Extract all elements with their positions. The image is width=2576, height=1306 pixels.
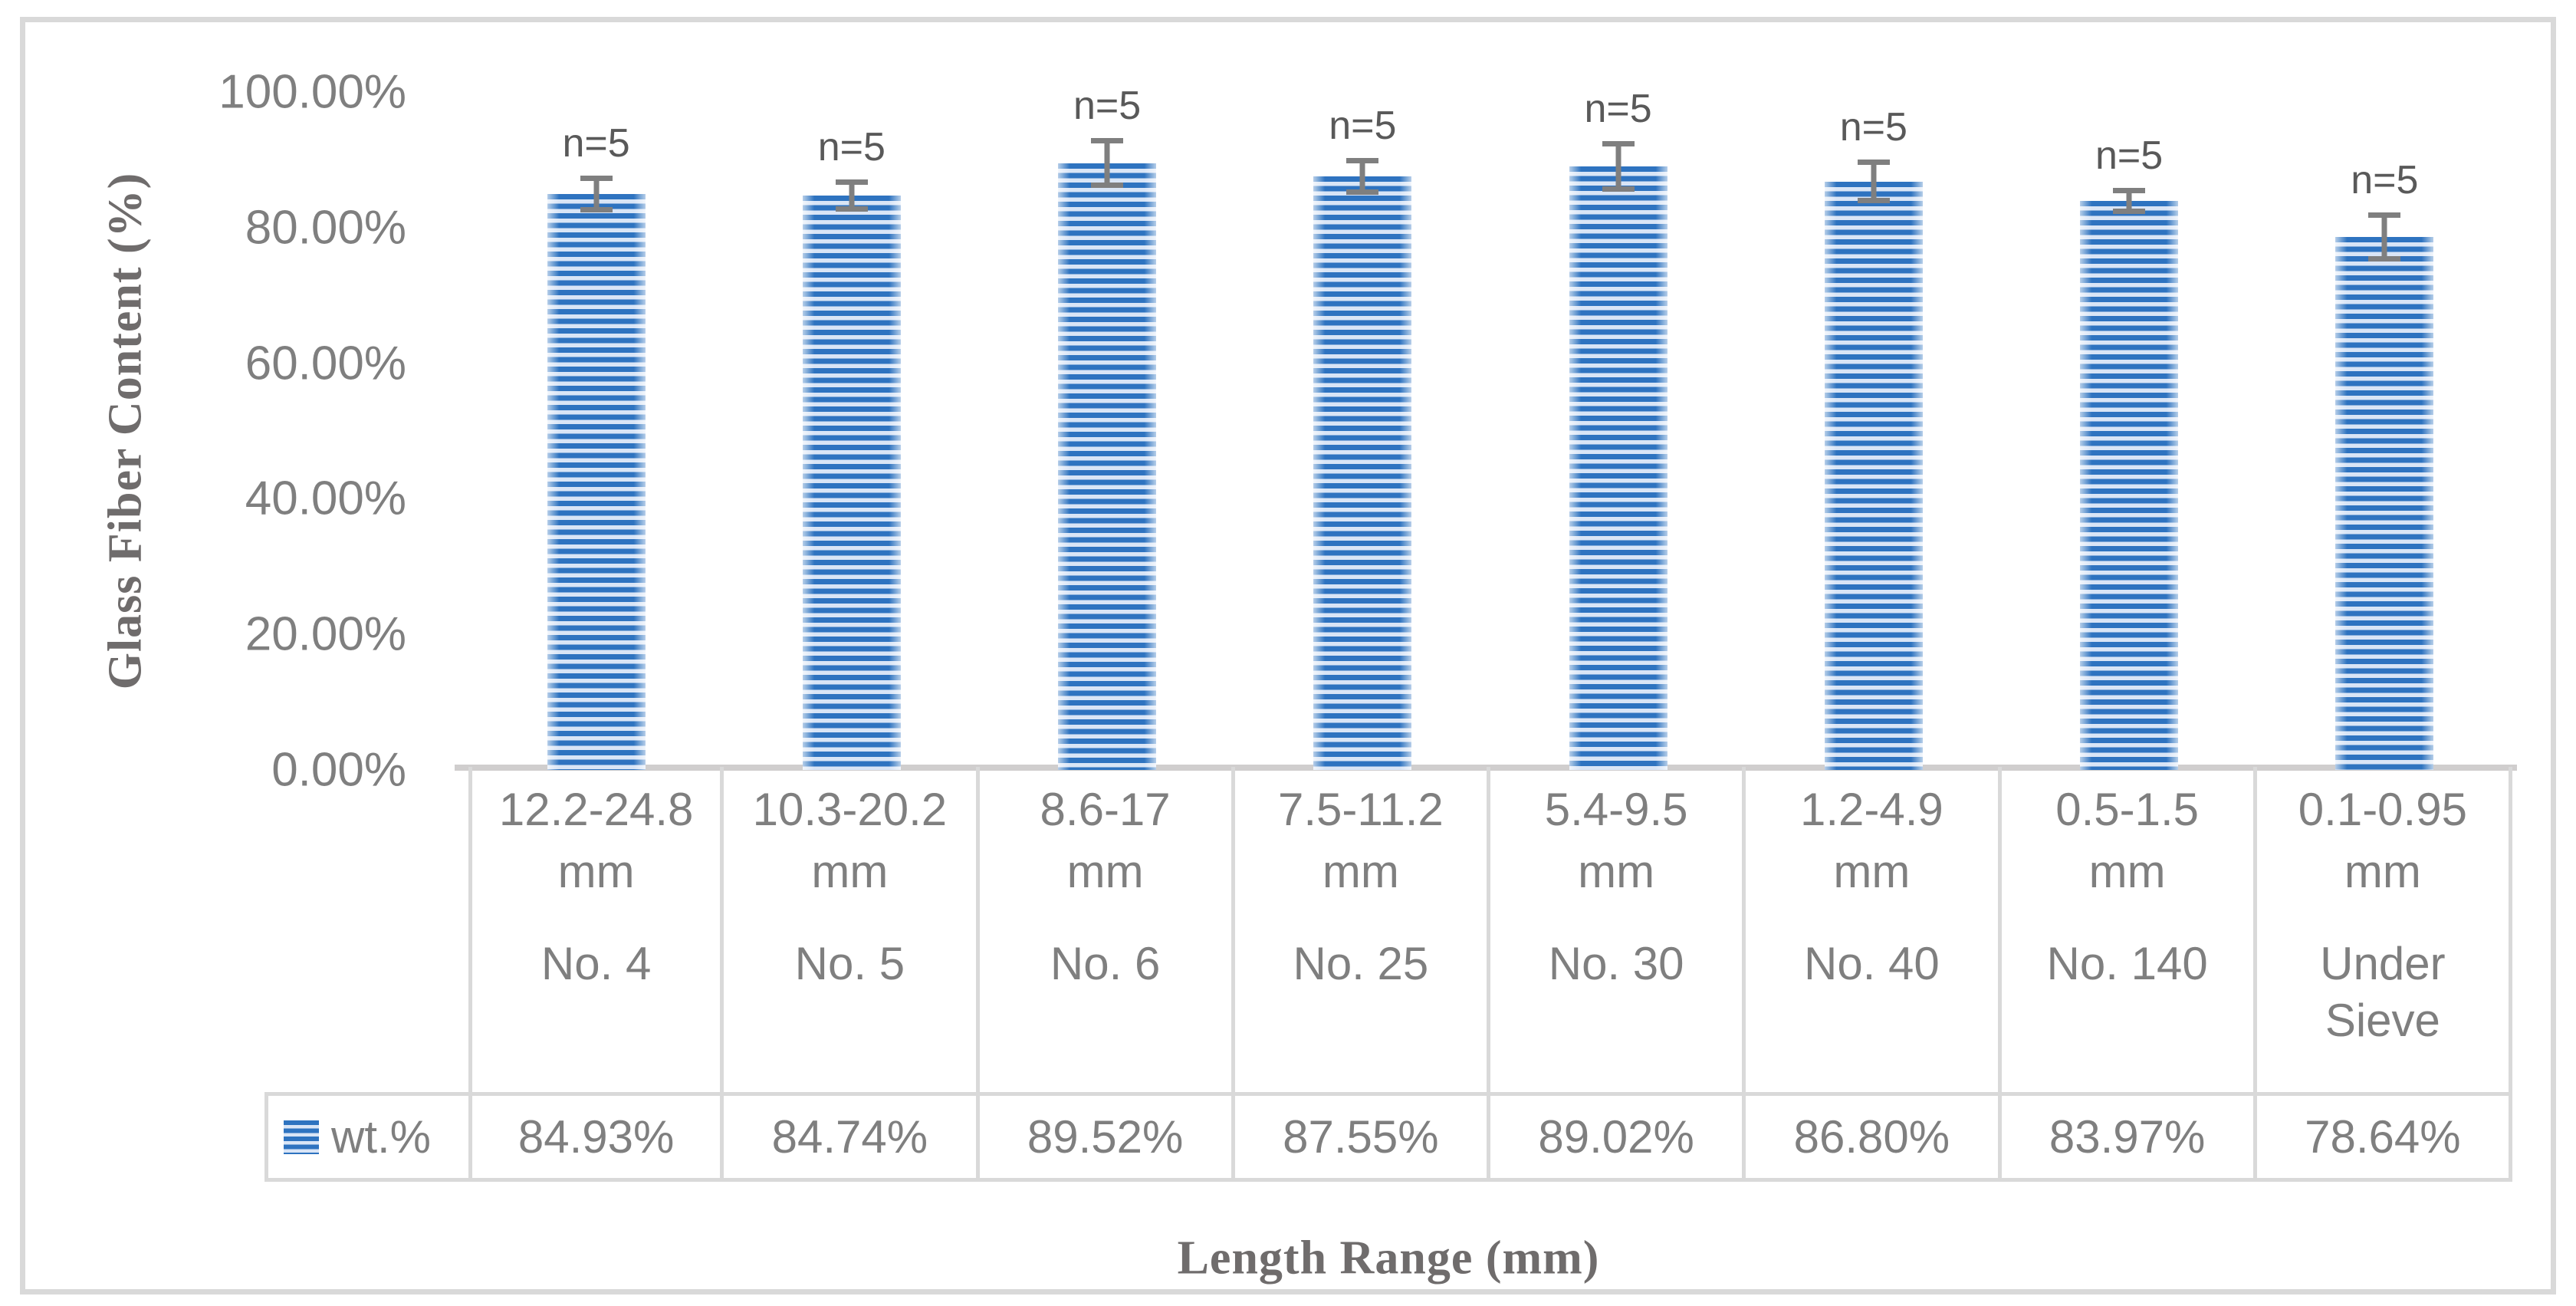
bar [2335, 236, 2434, 770]
bar-column: n=5 [980, 84, 1235, 770]
series-swatch-icon [284, 1120, 319, 1154]
length-range-label: 8.6-17 [1040, 784, 1171, 835]
unit-label: mm [557, 846, 635, 897]
data-table: 12.2-24.8 mm No. 4 10.3-20.2 mm No. 5 8.6-17 mm… [264, 767, 2512, 1182]
bar [1313, 176, 1412, 770]
bar-column: n=5 [1235, 92, 1490, 770]
error-bar-stem [1615, 143, 1622, 189]
n-count-label: n=5 [1584, 87, 1652, 132]
bar [1058, 163, 1157, 770]
bar-column: n=5 [1746, 92, 2001, 770]
error-bar-stem [2126, 189, 2132, 212]
error-bar-stem [593, 178, 600, 211]
error-bar [1602, 141, 1635, 192]
sieve-number-label: No. 40 [1803, 938, 1940, 989]
value-cell: 84.74% [724, 1092, 980, 1182]
value-cell: 87.55% [1234, 1092, 1490, 1182]
length-range-label: 0.5-1.5 [2055, 784, 2200, 835]
sieve-number-label: No. 6 [1050, 938, 1161, 989]
error-bar [2113, 187, 2146, 214]
value-cell: 78.64% [2256, 1092, 2512, 1182]
y-tick-label: 60.00% [245, 337, 406, 390]
sieve-number-label: No. 25 [1293, 938, 1429, 989]
unit-label: mm [2088, 846, 2166, 897]
error-bar-stem [1104, 140, 1110, 186]
n-count-label: n=5 [1073, 83, 1142, 128]
table-corner-spacer [264, 767, 468, 1092]
unit-label: mm [2344, 846, 2421, 897]
y-tick-label: 20.00% [245, 607, 406, 661]
category-header-cell: 0.5-1.5 mm No. 140 [2002, 767, 2257, 1092]
value-cell: 89.02% [1490, 1092, 1746, 1182]
bar [2080, 200, 2179, 770]
x-axis-title: Length Range (mm) [1177, 1232, 1600, 1285]
sieve-number-label: No. 140 [2046, 938, 2208, 989]
legend-label: wt.% [331, 1111, 432, 1163]
chart-frame: Glass Fiber Content (%) 100.00% 80.00% 60.… [20, 17, 2556, 1294]
category-header-cell: 10.3-20.2 mm No. 5 [724, 767, 980, 1092]
sieve-number-label: No. 30 [1548, 938, 1684, 989]
value-cell: 89.52% [979, 1092, 1235, 1182]
y-tick-label: 80.00% [245, 201, 406, 255]
bar-column: n=5 [724, 92, 979, 770]
n-count-label: n=5 [1839, 105, 1907, 150]
error-bar [1346, 158, 1379, 195]
length-range-label: 7.5-11.2 [1278, 784, 1444, 835]
y-axis-tick-labels: 100.00% 80.00% 60.00% 40.00% 20.00% 0.00% [25, 22, 406, 866]
error-bar-stem [2381, 215, 2387, 259]
sieve-number-label: Under Sieve [2320, 938, 2446, 1046]
value-cell: 83.97% [2001, 1092, 2257, 1182]
y-tick-label: 0.00% [271, 743, 406, 797]
category-header-cell: 7.5-11.2 mm No. 25 [1235, 767, 1490, 1092]
n-count-label: n=5 [562, 121, 630, 166]
unit-label: mm [1322, 846, 1399, 897]
plot-area: n=5 n=5 n=5 n=5 n=5 n=5 n=5 n=5 [468, 84, 2512, 770]
unit-label: mm [1578, 846, 1655, 897]
length-range-label: 1.2-4.9 [1799, 784, 1944, 835]
unit-label: mm [1833, 846, 1911, 897]
bar [547, 194, 646, 770]
length-range-label: 0.1-0.95 [2298, 784, 2467, 835]
length-range-label: 10.3-20.2 [752, 784, 948, 835]
length-range-label: 5.4-9.5 [1544, 784, 1688, 835]
y-tick-label: 100.00% [219, 65, 406, 119]
category-header-cell: 12.2-24.8 mm No. 4 [468, 767, 724, 1092]
bar [1569, 166, 1668, 770]
value-cell: 86.80% [1746, 1092, 2002, 1182]
unit-label: mm [811, 846, 889, 897]
bar [1824, 181, 1923, 770]
error-bar-stem [1359, 160, 1365, 192]
error-bar-stem [1871, 162, 1877, 201]
n-count-label: n=5 [2095, 133, 2164, 178]
error-bar [1857, 160, 1890, 203]
bar-column: n=5 [2002, 92, 2257, 770]
category-header-cell: 8.6-17 mm No. 6 [980, 767, 1235, 1092]
error-bar-stem [849, 181, 855, 210]
unit-label: mm [1066, 846, 1144, 897]
legend-key-cell: wt.% [264, 1092, 468, 1182]
y-tick-label: 40.00% [245, 472, 406, 525]
category-header-cell: 0.1-0.95 mm Under Sieve [2257, 767, 2512, 1092]
n-count-label: n=5 [817, 124, 886, 169]
sieve-number-label: No. 5 [794, 938, 905, 989]
error-bar [580, 176, 613, 213]
x-axis-line [455, 765, 2517, 771]
error-bar [1091, 137, 1124, 189]
error-bar [835, 179, 868, 212]
value-cell: 84.93% [468, 1092, 724, 1182]
length-range-label: 12.2-24.8 [498, 784, 694, 835]
n-count-label: n=5 [1329, 104, 1397, 149]
bar-column: n=5 [468, 92, 724, 770]
bar-column: n=5 [1490, 87, 1746, 770]
error-bar [2368, 212, 2401, 262]
bar-column: n=5 [2257, 92, 2512, 770]
sieve-number-label: No. 4 [540, 938, 652, 989]
n-count-label: n=5 [2351, 158, 2419, 202]
category-header-cell: 5.4-9.5 mm No. 30 [1490, 767, 1746, 1092]
category-header-cell: 1.2-4.9 mm No. 40 [1746, 767, 2002, 1092]
bar [802, 195, 901, 770]
